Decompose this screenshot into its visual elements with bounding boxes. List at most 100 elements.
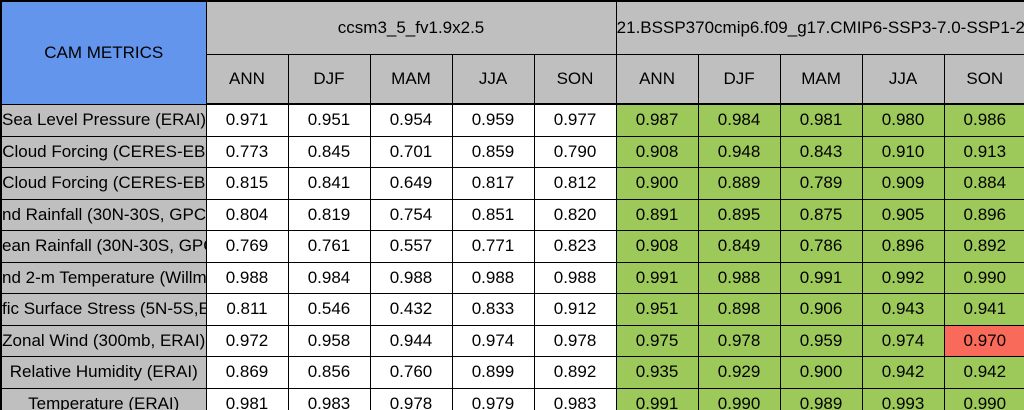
value-cell: 0.908 (615, 135, 699, 168)
value-cell: 0.649 (369, 167, 453, 200)
value-cell: 0.851 (451, 198, 535, 231)
season-header: SON (943, 54, 1024, 105)
value-cell: 0.941 (943, 293, 1024, 326)
value-cell: 0.975 (615, 324, 699, 357)
metric-label-text: Cloud Forcing (CERES-EB (2, 173, 206, 193)
metric-label: Sea Level Pressure (ERAI) (0, 103, 207, 137)
value-cell: 0.906 (779, 293, 863, 326)
value-cell: 0.951 (615, 293, 699, 326)
value-cell: 0.833 (451, 293, 535, 326)
value-cell: 0.991 (615, 261, 699, 294)
season-header-row: ANN DJF MAM JJA SON ANN DJF MAM JJA SON (1, 54, 1024, 105)
value-cell: 0.869 (205, 356, 289, 389)
value-cell: 0.988 (533, 261, 617, 294)
value-cell: 0.990 (697, 387, 781, 410)
value-cell: 0.991 (615, 387, 699, 410)
value-cell: 0.905 (861, 198, 945, 231)
value-cell: 0.909 (861, 167, 945, 200)
metric-label: nd 2-m Temperature (Willm (0, 261, 207, 294)
metric-label-text: nd 2-m Temperature (Willm (2, 267, 206, 287)
season-header: SON (533, 54, 617, 105)
value-cell: 0.819 (287, 198, 371, 231)
value-cell: 0.992 (861, 261, 945, 294)
value-cell: 0.912 (533, 293, 617, 326)
value-cell: 0.988 (697, 261, 781, 294)
value-cell: 0.760 (369, 356, 453, 389)
value-cell: 0.843 (779, 135, 863, 168)
table-row: Relative Humidity (ERAI) 0.869 0.856 0.7… (0, 356, 1024, 389)
value-cell: 0.820 (533, 198, 617, 231)
table-row: Cloud Forcing (CERES-EB 0.773 0.845 0.70… (0, 135, 1024, 168)
metric-label-text: nd Rainfall (30N-30S, GPC (2, 204, 206, 224)
value-cell: 0.884 (943, 167, 1024, 200)
value-cell: 0.981 (205, 387, 289, 410)
metric-label: Relative Humidity (ERAI) (0, 356, 207, 389)
value-cell: 0.943 (861, 293, 945, 326)
table-title: CAM METRICS (0, 0, 207, 105)
value-cell: 0.895 (697, 198, 781, 231)
value-cell: 0.701 (369, 135, 453, 168)
value-cell: 0.899 (451, 356, 535, 389)
table-row: Sea Level Pressure (ERAI) 0.971 0.951 0.… (0, 103, 1024, 137)
value-cell: 0.896 (861, 230, 945, 263)
season-header: JJA (861, 54, 945, 105)
value-cell: 0.849 (697, 230, 781, 263)
group-model-label: b.e21.BSSP370cmip6.f09_g17.CMIP6-SSP3-7.… (616, 18, 1024, 37)
table-row: Cloud Forcing (CERES-EB 0.815 0.841 0.64… (0, 167, 1024, 200)
value-cell: 0.898 (697, 293, 781, 326)
value-cell: 0.875 (779, 198, 863, 231)
metric-label: Cloud Forcing (CERES-EB (0, 135, 207, 168)
value-cell: 0.971 (205, 103, 289, 137)
value-cell: 0.432 (369, 293, 453, 326)
value-cell: 0.891 (615, 198, 699, 231)
value-cell: 0.546 (287, 293, 371, 326)
value-cell: 0.811 (205, 293, 289, 326)
table-row: nd 2-m Temperature (Willm 0.988 0.984 0.… (0, 261, 1024, 294)
table-row: Zonal Wind (300mb, ERAI) 0.972 0.958 0.9… (0, 324, 1024, 357)
value-cell: 0.754 (369, 198, 453, 231)
table-row: Temperature (ERAI) 0.981 0.983 0.978 0.9… (0, 387, 1024, 410)
value-cell: 0.859 (451, 135, 535, 168)
value-cell: 0.929 (697, 356, 781, 389)
value-cell: 0.948 (697, 135, 781, 168)
value-cell: 0.959 (451, 103, 535, 137)
value-cell: 0.977 (533, 103, 617, 137)
table-row: nd Rainfall (30N-30S, GPC 0.804 0.819 0.… (0, 198, 1024, 231)
value-cell: 0.988 (369, 261, 453, 294)
value-cell: 0.557 (369, 230, 453, 263)
metric-label: ean Rainfall (30N-30S, GPC (0, 230, 207, 263)
value-cell: 0.889 (697, 167, 781, 200)
value-cell: 0.989 (779, 387, 863, 410)
value-cell: 0.790 (533, 135, 617, 168)
metric-label-text: Temperature (ERAI) (28, 393, 180, 410)
group-header-baseline: ccsm3_5_fv1.9x2.5 (205, 0, 617, 55)
value-cell: 0.841 (287, 167, 371, 200)
value-cell: 0.979 (451, 387, 535, 410)
season-header: MAM (369, 54, 453, 105)
value-cell: 0.972 (205, 324, 289, 357)
value-cell: 0.959 (779, 324, 863, 357)
value-cell: 0.987 (615, 103, 699, 137)
value-cell: 0.900 (779, 356, 863, 389)
table-row: ean Rainfall (30N-30S, GPC 0.769 0.761 0… (0, 230, 1024, 263)
value-cell: 0.771 (451, 230, 535, 263)
value-cell: 0.944 (369, 324, 453, 357)
season-header: MAM (779, 54, 863, 105)
metric-label-text: ean Rainfall (30N-30S, GPC (2, 236, 206, 256)
value-cell: 0.856 (287, 356, 371, 389)
season-header: ANN (615, 54, 699, 105)
value-cell: 0.983 (287, 387, 371, 410)
table-row: fic Surface Stress (5N-5S,E 0.811 0.546 … (0, 293, 1024, 326)
season-header: DJF (287, 54, 371, 105)
value-cell: 0.990 (943, 387, 1024, 410)
value-cell: 0.942 (861, 356, 945, 389)
group-header-row: CAM METRICS ccsm3_5_fv1.9x2.5 b.e21.BSSP… (0, 0, 1024, 105)
value-cell: 0.993 (861, 387, 945, 410)
group-baseline-label: ccsm3_5_fv1.9x2.5 (337, 18, 485, 37)
value-cell: 0.812 (533, 167, 617, 200)
metric-label-text: Zonal Wind (300mb, ERAI) (2, 330, 206, 350)
value-cell: 0.978 (369, 387, 453, 410)
value-cell: 0.845 (287, 135, 371, 168)
